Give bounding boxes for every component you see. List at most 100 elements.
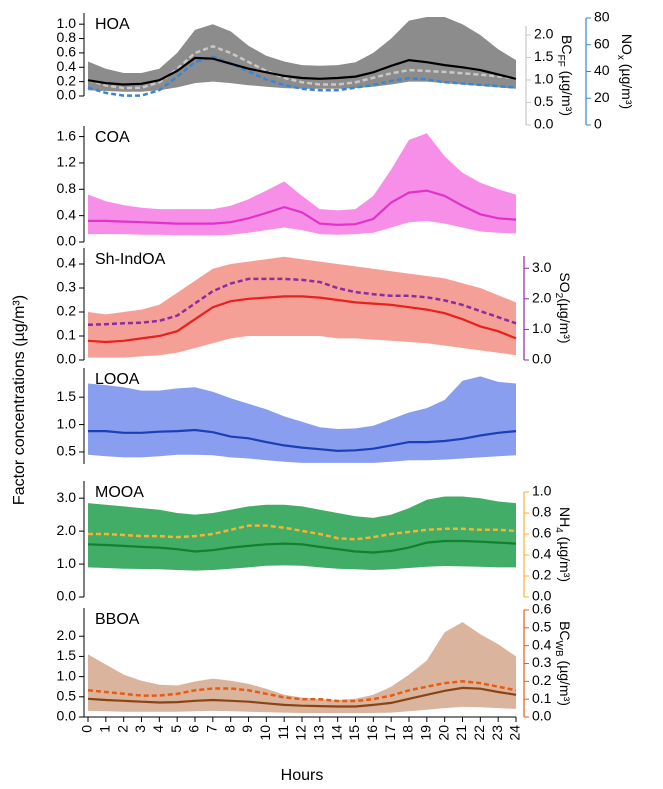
x-axis-label: Hours [281, 767, 324, 784]
axis-label-part: WB [553, 641, 564, 657]
x-tick-label: 14 [328, 725, 344, 741]
factor-label: BBOA [95, 611, 140, 628]
median-line [87, 539, 517, 554]
y-tick-label: 0.5 [57, 688, 77, 704]
y-tick-label: 1.5 [57, 388, 77, 404]
quantile-band [88, 622, 516, 713]
factor-label: HOA [95, 16, 130, 33]
tracer-line [87, 55, 517, 97]
right-axis-label: SO2(µg/m³) [553, 272, 573, 343]
y-tick-label: 1.0 [57, 15, 77, 31]
x-tick-label: 4 [150, 725, 166, 733]
y-tick-label: 2.0 [57, 627, 77, 643]
y-tick-label: 0.8 [57, 29, 77, 45]
right-tick-label: 2.0 [534, 26, 554, 42]
x-tick-label: 13 [311, 725, 327, 741]
y-tick-label: 3.0 [57, 489, 77, 505]
y-tick-label: 0.0 [57, 233, 77, 249]
y-tick-label: 0.0 [57, 708, 77, 724]
quantile-band [88, 17, 516, 92]
right-tick-label: 0.2 [532, 567, 552, 583]
x-tick-label: 24 [507, 725, 523, 741]
axis-label-part: BC [559, 35, 575, 54]
right-tick-label: 0.0 [532, 351, 552, 367]
x-tick-label: 8 [221, 725, 237, 733]
axis-label-part: NH [557, 507, 573, 527]
x-tick-label: 2 [114, 725, 130, 733]
y-tick-label: 0.4 [57, 58, 77, 74]
y-tick-label: 1.0 [57, 667, 77, 683]
quantile-band [88, 256, 516, 358]
x-tick-label: 7 [204, 725, 220, 733]
right-tick-label: 0.4 [532, 636, 552, 652]
right-tick-label: 0.0 [534, 116, 554, 132]
right-tick-label: 60 [594, 35, 610, 51]
median-line [87, 295, 517, 344]
y-tick-label: 0.0 [57, 588, 77, 604]
right-tick-label: 0.8 [532, 504, 552, 520]
y-tick-label: 0.5 [57, 443, 77, 459]
y-tick-label: 1.2 [57, 154, 77, 170]
right-axis-label: NOx (µg/m³) [615, 34, 635, 109]
right-tick-label: 0.5 [532, 619, 552, 635]
right-tick-label: 0.4 [532, 546, 552, 562]
right-tick-label: 1.0 [534, 71, 554, 87]
right-tick-label: 1.5 [534, 48, 554, 64]
x-tick-label: 9 [239, 725, 255, 733]
median-line [88, 428, 517, 453]
x-tick-label: 17 [382, 725, 398, 741]
y-tick-label: 2.0 [57, 522, 77, 538]
y-tick-label: 1.0 [57, 555, 77, 571]
right-tick-label: 1.0 [532, 483, 552, 499]
x-tick-label: 15 [346, 725, 362, 741]
x-tick-label: 16 [364, 725, 380, 741]
factor-label: COA [95, 129, 130, 146]
x-tick-label: 22 [471, 725, 487, 741]
axis-label-part: (µg/m³) [557, 657, 573, 706]
y-tick-label: 0.4 [57, 206, 77, 222]
axis-label-part: FF [555, 54, 566, 66]
y-tick-label: 0.2 [57, 303, 77, 319]
axis-label-part: BC [557, 621, 573, 640]
right-axis-label: BCFF (µg/m³) [555, 35, 575, 116]
axis-label-part: (µg/m³) [619, 60, 635, 109]
y-tick-label: 0.3 [57, 279, 77, 295]
axis-label-part: 2 [553, 293, 564, 299]
x-tick-label: 3 [132, 725, 148, 733]
right-tick-label: 2.0 [532, 290, 552, 306]
right-tick-label: 20 [594, 89, 610, 105]
quantile-band [88, 496, 516, 571]
right-tick-label: 80 [594, 9, 610, 25]
right-tick-label: 0.0 [532, 588, 552, 604]
median-line [88, 189, 517, 227]
quantile-band [88, 376, 516, 463]
right-axis-label: NH4 (µg/m³) [553, 507, 573, 582]
right-tick-label: 0.5 [534, 93, 554, 109]
x-tick-label: 18 [400, 725, 416, 741]
right-tick-label: 0.6 [532, 525, 552, 541]
y-axis-label: Factor concentrations (µg/m³) [11, 295, 28, 505]
x-tick-label: 19 [418, 725, 434, 741]
right-tick-label: 40 [594, 62, 610, 78]
axis-label-part: SO [557, 272, 573, 292]
tracer-line [87, 680, 517, 703]
x-tick-label: 11 [275, 725, 291, 740]
median-line [87, 686, 517, 708]
y-tick-label: 1.0 [57, 415, 77, 431]
right-tick-label: 0.1 [532, 690, 552, 706]
right-tick-label: 0.0 [532, 708, 552, 724]
axis-label-part: (µg/m³) [557, 298, 573, 343]
x-tick-label: 20 [435, 725, 451, 741]
right-tick-label: 0.2 [532, 672, 552, 688]
y-tick-label: 0.2 [57, 72, 77, 88]
right-tick-label: 0 [594, 116, 602, 132]
x-tick-label: 12 [293, 725, 309, 741]
median-line [87, 56, 517, 86]
y-tick-label: 0.0 [57, 351, 77, 367]
x-tick-label: 23 [489, 725, 505, 741]
right-tick-label: 0.3 [532, 654, 552, 670]
axis-label-part: x [615, 55, 626, 60]
right-tick-label: 3.0 [532, 259, 552, 275]
